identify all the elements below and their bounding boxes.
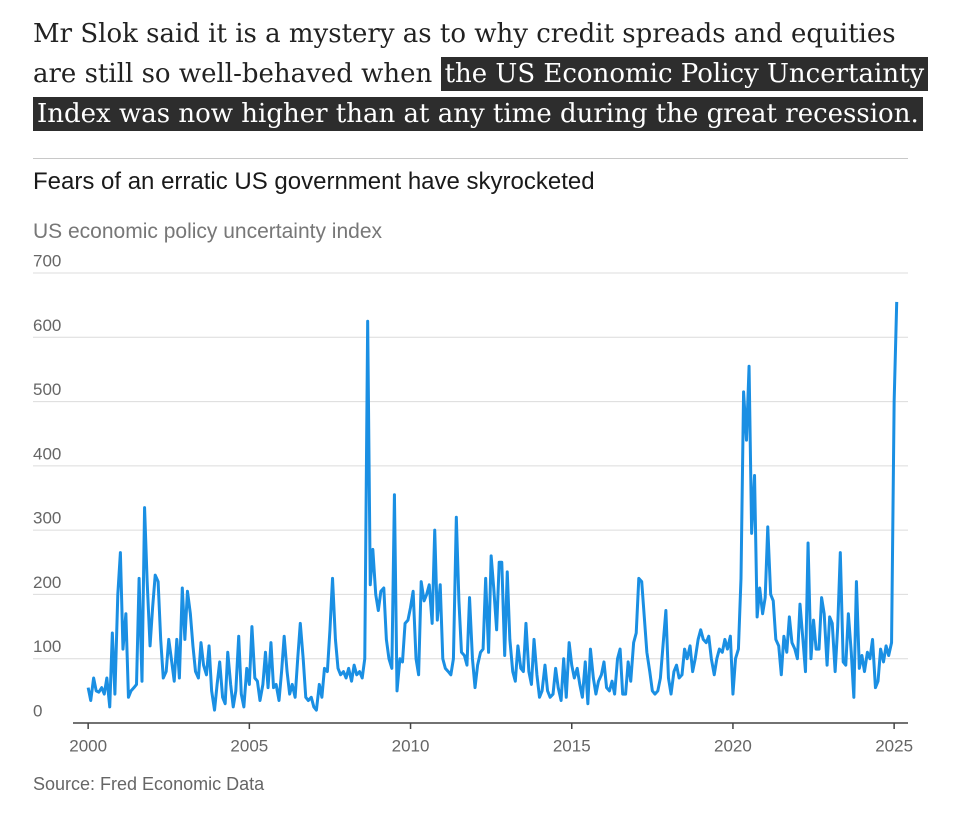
y-tick-label: 600 — [33, 316, 61, 335]
y-tick-label: 300 — [33, 509, 61, 528]
x-tick-label: 2015 — [553, 736, 591, 755]
paragraph-text: Mr Slok said it is a mystery as to why c… — [33, 19, 896, 89]
x-tick-label: 2005 — [230, 736, 268, 755]
source-note: Source: Fred Economic Data — [33, 774, 265, 794]
article-paragraph: Mr Slok said it is a mystery as to why c… — [33, 14, 933, 134]
y-tick-label: 700 — [33, 251, 61, 270]
x-tick-label: 2000 — [69, 736, 107, 755]
y-tick-label: 200 — [33, 573, 61, 592]
data-line — [86, 301, 899, 712]
chart-subtitle: US economic policy uncertainty index — [33, 220, 383, 243]
chart-title: Fears of an erratic US government have s… — [33, 168, 595, 195]
y-tick-label: 100 — [33, 637, 61, 656]
x-tick-label: 2025 — [875, 736, 913, 755]
divider — [33, 158, 908, 159]
y-tick-label: 0 — [33, 701, 42, 720]
chart: 0 100 200 300 400 500 600 700 2000 2005 2010 2015 20… — [33, 251, 913, 755]
x-tick-label: 2020 — [714, 736, 752, 755]
y-tick-label: 400 — [33, 444, 61, 463]
y-tick-label: 500 — [33, 380, 61, 399]
x-tick-label: 2010 — [392, 736, 430, 755]
